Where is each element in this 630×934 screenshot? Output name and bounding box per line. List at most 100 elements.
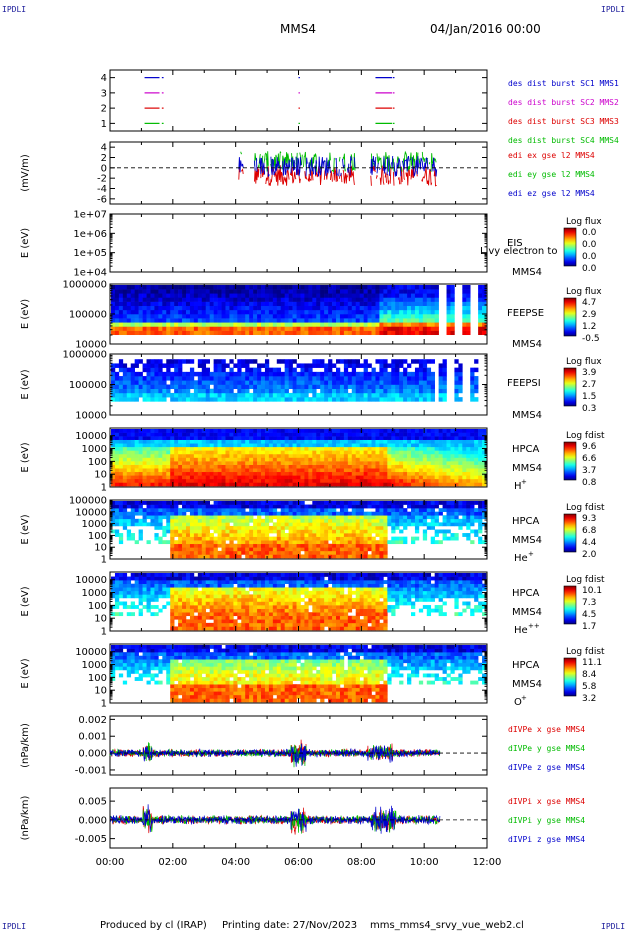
spectrogram-cell — [304, 504, 309, 509]
spectrogram-cell — [296, 464, 301, 469]
spectrogram-cell — [403, 397, 408, 402]
spectrogram-cell — [320, 518, 325, 523]
spectrogram-cell — [154, 508, 159, 512]
spectrogram-cell — [201, 330, 207, 336]
spectrogram-cell — [336, 436, 341, 440]
spectrogram-cell — [426, 450, 432, 455]
spectrogram-cell — [280, 464, 285, 469]
spectrogram-cell — [316, 436, 321, 440]
spectrogram-cell — [174, 309, 179, 315]
spectrogram-cell — [411, 508, 416, 512]
spectrogram-cell — [339, 384, 345, 390]
spectrogram-cell — [209, 314, 214, 319]
spectrogram-cell — [205, 322, 210, 327]
spectrogram-cell — [347, 501, 353, 505]
spectrogram-cell — [111, 468, 116, 473]
spectrogram-cell — [407, 432, 412, 437]
spectrogram-cell — [193, 461, 199, 465]
spectrogram-cell — [118, 453, 124, 458]
spectrogram-cell — [316, 543, 321, 548]
spectrogram-cell — [320, 371, 325, 377]
spectrogram-cell — [276, 540, 282, 545]
spectrogram-cell — [359, 397, 364, 402]
spectrogram-cell — [359, 309, 364, 315]
spectrogram-cell — [134, 330, 139, 336]
spectrogram-cell — [371, 554, 376, 559]
spectrogram-cell — [387, 388, 392, 394]
spectrogram-cell — [312, 504, 317, 509]
spectrogram-cell — [407, 322, 412, 327]
spectrogram-cell — [229, 314, 234, 319]
spectrogram-cell — [363, 359, 368, 364]
spectrogram-cell — [355, 457, 360, 462]
spectrogram-cell — [308, 388, 313, 394]
spectrogram-cell — [158, 471, 163, 476]
spectrogram-cell — [407, 439, 412, 444]
spectrogram-cell — [422, 478, 428, 483]
spectrogram-cell — [375, 359, 380, 364]
spectrogram-cell — [205, 371, 210, 377]
spectrogram-cell — [383, 367, 388, 373]
spectrogram-cell — [387, 501, 392, 505]
spectrogram-cell — [142, 285, 147, 290]
spectrogram-cell — [253, 518, 258, 523]
spectrogram-cell — [209, 518, 214, 523]
spectrogram-cell — [213, 293, 218, 298]
spectrogram-cell — [150, 461, 155, 465]
spectrogram-cell — [284, 388, 289, 394]
spectrogram — [111, 501, 487, 559]
spectrogram-cell — [154, 468, 159, 473]
spectrogram-cell — [150, 468, 155, 473]
spectrogram-cell — [189, 475, 195, 480]
spectrogram-cell — [134, 443, 139, 448]
spectrogram-cell — [166, 305, 171, 311]
spectrogram-cell — [367, 501, 372, 505]
spectrogram-cell — [379, 457, 384, 462]
colorbar-tick-label: 0.8 — [582, 478, 597, 488]
legend-entry: des dist burst SC2 MMS2 — [508, 98, 619, 107]
spectrogram-cell — [343, 297, 349, 302]
spectrogram-cell — [158, 457, 163, 462]
spectrogram-cell — [312, 376, 317, 381]
spectrogram-cell — [470, 482, 475, 487]
spectrogram-cell — [217, 453, 222, 458]
spectrogram-cell — [399, 508, 404, 512]
spectrogram-cell — [332, 322, 337, 327]
spectrogram-cell — [288, 504, 293, 509]
spectrogram-cell — [399, 522, 404, 527]
spectrogram-cell — [347, 429, 353, 433]
spectrogram-cell — [308, 543, 313, 548]
spectrogram-cell — [399, 388, 404, 394]
spectrogram-cell — [470, 397, 475, 402]
spectrogram-cell — [166, 508, 171, 512]
spectrogram-cell — [237, 322, 242, 327]
spectrogram-cell — [288, 359, 293, 364]
colorbar-tick-label: 1.5 — [582, 392, 596, 402]
spectrogram-cell — [367, 446, 372, 451]
spectrogram-cell — [142, 330, 147, 336]
spectrogram-cell — [292, 504, 297, 509]
spectrogram-cell — [296, 384, 301, 390]
spectrogram-cell — [237, 429, 242, 433]
spectrogram-cell — [422, 482, 428, 487]
spectrogram-cell — [170, 550, 175, 555]
spectrogram-cell — [324, 471, 329, 476]
spectrogram-cell — [351, 446, 357, 451]
spectrogram-cell — [292, 371, 297, 377]
spectrogram-cell — [174, 429, 179, 433]
spectrogram-cell — [387, 314, 392, 319]
spectrogram-cell — [241, 376, 246, 381]
spectrogram-cell — [339, 436, 345, 440]
spectrogram-cell — [434, 293, 439, 298]
spectrogram-cell — [268, 443, 274, 448]
colorbar-strip — [563, 441, 577, 481]
spectrogram-cell — [470, 432, 475, 437]
spectrogram-cell — [118, 289, 124, 294]
spectrogram-cell — [355, 461, 360, 465]
spectrogram-cell — [379, 471, 384, 476]
spectrogram-cell — [201, 314, 207, 319]
spectrogram-cell — [324, 522, 329, 527]
spectrogram-cell — [229, 301, 234, 307]
spectrogram-cell — [122, 384, 128, 390]
spectrogram-cell — [245, 540, 250, 545]
